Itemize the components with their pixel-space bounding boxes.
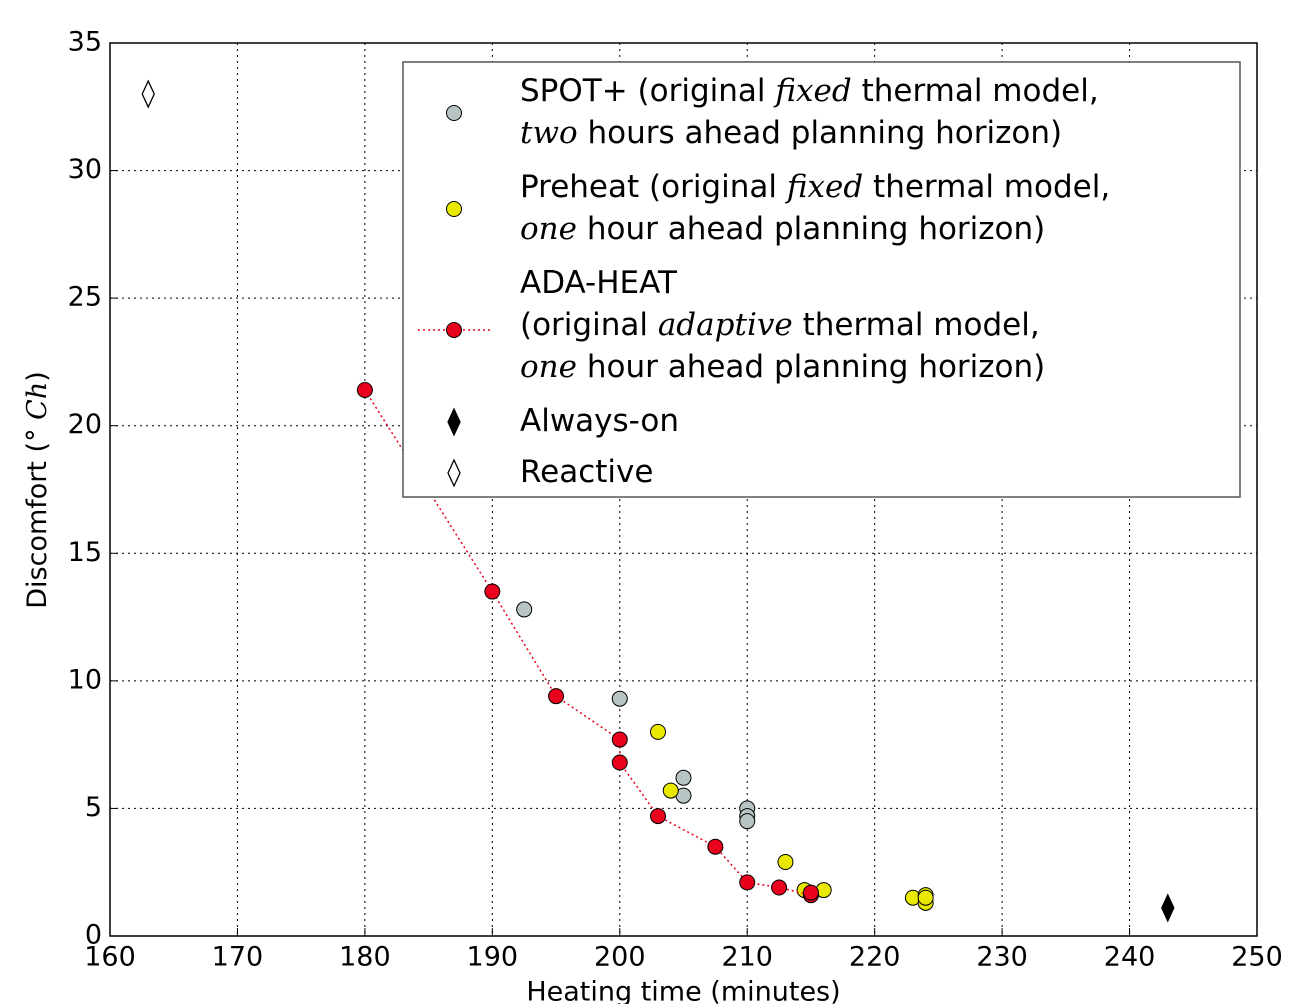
x-tick-label: 240 — [1104, 942, 1156, 973]
point — [662, 782, 679, 799]
legend-marker — [446, 105, 462, 121]
x-tick-label: 180 — [339, 942, 391, 973]
text-part: hour ahead planning horizon) — [577, 349, 1045, 385]
x-tick-label: 170 — [212, 942, 264, 973]
legend-marker — [446, 322, 462, 338]
text-part: adaptive — [658, 307, 793, 343]
point — [771, 879, 788, 896]
x-axis-label: Heating time (minutes) — [526, 977, 840, 1005]
text-part: Always-on — [520, 403, 679, 439]
y-tick-label: 25 — [68, 282, 102, 313]
plot-frame — [109, 42, 1258, 937]
point — [707, 838, 724, 855]
text-part: ° Ch — [22, 382, 53, 442]
legend-label: two hours ahead planning horizon) — [520, 115, 1062, 151]
point — [650, 808, 667, 825]
y-axis-label: Discomfort (° Ch) — [22, 371, 53, 609]
point — [777, 854, 794, 871]
text-part: fixed — [773, 73, 851, 109]
text-part: thermal model, — [852, 73, 1099, 109]
x-tick-label: 220 — [849, 942, 901, 973]
y-tick-label: 15 — [68, 537, 102, 568]
y-tick-label: 0 — [85, 920, 102, 951]
y-tick-label: 10 — [68, 664, 102, 695]
text-part: Discomfort ( — [22, 442, 53, 609]
point — [611, 690, 628, 707]
x-tick-label: 160 — [84, 942, 136, 973]
legend-label: SPOT+ (original fixed thermal model, — [520, 73, 1099, 109]
point — [739, 874, 756, 891]
point — [611, 754, 628, 771]
point — [739, 813, 756, 830]
y-tick-label: 5 — [85, 792, 102, 823]
legend-label: ADA-HEAT — [520, 265, 678, 301]
point — [356, 381, 373, 398]
y-tick-label: 20 — [68, 409, 102, 440]
legend-label: one hour ahead planning horizon) — [520, 211, 1045, 247]
legend: SPOT+ (original fixed thermal model, two … — [402, 61, 1241, 498]
y-tick-label: 30 — [68, 154, 102, 185]
point — [802, 884, 819, 901]
point — [650, 723, 667, 740]
legend-label: one hour ahead planning horizon) — [520, 349, 1045, 385]
text-part: (original — [520, 307, 658, 343]
x-tick-label: 250 — [1231, 942, 1283, 973]
legend-frame — [402, 61, 1241, 498]
legend-label: (original adaptive thermal model, — [520, 307, 1040, 343]
text-part: thermal model, — [863, 169, 1110, 205]
point — [516, 601, 533, 618]
point — [1161, 893, 1175, 923]
legend-label: Reactive — [520, 454, 653, 490]
point — [141, 79, 155, 109]
point — [675, 769, 692, 786]
legend-label: Always-on — [520, 403, 679, 439]
x-tick-label: 210 — [721, 942, 773, 973]
x-tick-label: 200 — [594, 942, 646, 973]
text-part: thermal model, — [793, 307, 1040, 343]
legend-marker — [447, 407, 461, 437]
text-part: fixed — [785, 169, 863, 205]
text-part: hours ahead planning horizon) — [578, 115, 1062, 151]
y-tick-label: 35 — [68, 27, 102, 58]
text-part: SPOT+ (original — [520, 73, 775, 109]
x-tick-label: 230 — [976, 942, 1028, 973]
text-part: Preheat (original — [520, 169, 787, 205]
point — [548, 688, 565, 705]
point — [484, 583, 501, 600]
text-part: Reactive — [520, 454, 653, 490]
text-part: ) — [22, 371, 53, 382]
text-part: one — [520, 349, 577, 385]
point — [611, 731, 628, 748]
legend-label: Preheat (original fixed thermal model, — [520, 169, 1110, 205]
point — [917, 889, 934, 906]
text-part: two — [520, 115, 578, 151]
text-part: ADA-HEAT — [520, 265, 678, 301]
x-tick-label: 190 — [467, 942, 519, 973]
legend-marker — [447, 458, 461, 488]
text-part: hour ahead planning horizon) — [577, 211, 1045, 247]
legend-marker — [446, 201, 462, 217]
text-part: one — [520, 211, 577, 247]
